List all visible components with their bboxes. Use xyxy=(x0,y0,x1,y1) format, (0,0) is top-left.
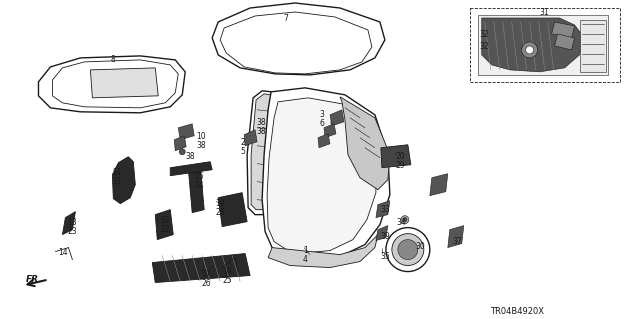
Text: 11: 11 xyxy=(113,168,122,177)
Polygon shape xyxy=(90,68,158,98)
Circle shape xyxy=(386,228,430,271)
Text: 30: 30 xyxy=(416,241,426,251)
Text: 17: 17 xyxy=(201,270,211,278)
Text: 6: 6 xyxy=(319,119,324,128)
Text: 26: 26 xyxy=(201,278,211,287)
Text: 39: 39 xyxy=(381,232,390,241)
Polygon shape xyxy=(376,201,390,218)
Text: 25: 25 xyxy=(222,276,232,285)
Polygon shape xyxy=(477,15,607,75)
Polygon shape xyxy=(52,60,178,108)
Text: 38: 38 xyxy=(256,127,266,136)
Text: 32: 32 xyxy=(480,42,490,51)
Polygon shape xyxy=(580,20,605,72)
Polygon shape xyxy=(262,88,390,260)
Text: 35: 35 xyxy=(381,252,390,261)
Polygon shape xyxy=(178,124,194,140)
Text: 22: 22 xyxy=(160,225,170,234)
Polygon shape xyxy=(268,234,378,268)
Polygon shape xyxy=(448,226,464,248)
Polygon shape xyxy=(212,3,385,75)
Text: 24: 24 xyxy=(194,181,204,190)
Text: 2: 2 xyxy=(240,138,245,147)
Text: 3: 3 xyxy=(319,110,324,119)
Text: 12: 12 xyxy=(160,216,170,225)
Polygon shape xyxy=(156,210,173,240)
Circle shape xyxy=(403,218,407,222)
Text: 5: 5 xyxy=(240,147,245,156)
Polygon shape xyxy=(330,110,344,126)
Text: 31: 31 xyxy=(540,8,549,17)
Polygon shape xyxy=(218,193,247,226)
Text: 23: 23 xyxy=(67,226,77,236)
Polygon shape xyxy=(220,12,372,74)
Text: 36: 36 xyxy=(434,183,444,192)
Polygon shape xyxy=(251,94,276,210)
Text: 33: 33 xyxy=(381,205,390,214)
Text: 28: 28 xyxy=(215,208,225,217)
Text: 34: 34 xyxy=(397,218,406,226)
Polygon shape xyxy=(318,134,330,148)
Circle shape xyxy=(522,42,538,58)
Polygon shape xyxy=(63,211,76,234)
Text: 21: 21 xyxy=(113,177,122,186)
Polygon shape xyxy=(340,97,390,190)
Text: 8: 8 xyxy=(110,55,115,64)
Text: 10: 10 xyxy=(196,132,206,141)
Text: 15: 15 xyxy=(194,172,204,181)
Text: FR.: FR. xyxy=(26,275,42,284)
Text: 37: 37 xyxy=(452,237,463,246)
Polygon shape xyxy=(482,18,584,72)
Polygon shape xyxy=(38,56,185,113)
Text: 1: 1 xyxy=(303,246,308,255)
Polygon shape xyxy=(552,22,575,38)
Polygon shape xyxy=(376,226,388,241)
Text: TR04B4920X: TR04B4920X xyxy=(490,308,544,316)
Text: 38: 38 xyxy=(196,141,206,150)
Text: 29: 29 xyxy=(396,161,406,170)
Text: 4: 4 xyxy=(303,255,308,263)
Text: 16: 16 xyxy=(222,267,232,276)
Text: 9: 9 xyxy=(330,120,335,129)
Text: 20: 20 xyxy=(396,152,406,161)
Polygon shape xyxy=(244,130,257,146)
Polygon shape xyxy=(152,254,250,283)
Polygon shape xyxy=(174,136,186,151)
Polygon shape xyxy=(324,124,336,138)
Polygon shape xyxy=(188,165,204,213)
Polygon shape xyxy=(247,91,279,215)
Circle shape xyxy=(525,46,534,54)
Text: 32: 32 xyxy=(480,30,490,39)
Polygon shape xyxy=(267,98,376,253)
Circle shape xyxy=(392,234,424,265)
Circle shape xyxy=(179,149,185,155)
Text: 7: 7 xyxy=(283,14,288,23)
Polygon shape xyxy=(170,162,212,176)
Text: 38: 38 xyxy=(256,118,266,127)
Polygon shape xyxy=(430,174,448,196)
Text: 38: 38 xyxy=(185,152,195,161)
Text: 19: 19 xyxy=(215,199,225,208)
Circle shape xyxy=(401,216,409,224)
Polygon shape xyxy=(555,34,575,50)
Polygon shape xyxy=(381,145,411,168)
Polygon shape xyxy=(113,157,135,204)
Text: 13: 13 xyxy=(67,218,77,226)
Text: 14: 14 xyxy=(58,248,68,256)
Circle shape xyxy=(398,240,418,260)
